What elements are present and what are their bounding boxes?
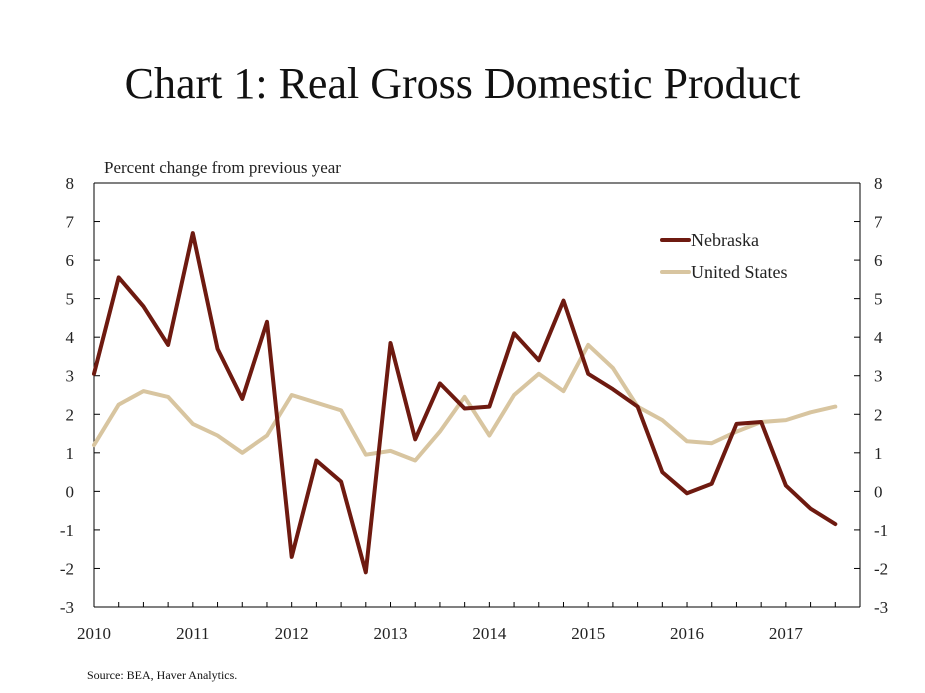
y-tick-label-left: -3 [60, 598, 74, 617]
source-note: Source: BEA, Haver Analytics. [87, 668, 238, 682]
x-tick-label: 2014 [472, 624, 507, 643]
y-tick-label-left: 6 [66, 251, 75, 270]
y-tick-label-left: 4 [66, 328, 75, 347]
y-tick-label-right: 4 [874, 328, 883, 347]
y-tick-label-left: 3 [66, 367, 75, 386]
x-tick-label: 2015 [571, 624, 605, 643]
y-tick-label-left: 1 [66, 444, 75, 463]
y-tick-label-left: 5 [66, 290, 75, 309]
chart-title: Chart 1: Real Gross Domestic Product [124, 59, 801, 108]
y-tick-label-right: 3 [874, 367, 883, 386]
series-line-united-states [92, 342, 838, 463]
legend-label: United States [691, 262, 788, 282]
x-tick-label: 2016 [670, 624, 704, 643]
x-tick-label: 2011 [176, 624, 209, 643]
y-tick-label-left: -2 [60, 559, 74, 578]
series-line-nebraska [92, 231, 838, 575]
y-tick-label-right: 1 [874, 444, 883, 463]
x-tick-label: 2012 [275, 624, 309, 643]
y-tick-label-right: -1 [874, 521, 888, 540]
y-tick-label-left: -1 [60, 521, 74, 540]
y-tick-label-right: 2 [874, 405, 883, 424]
y-tick-label-right: 5 [874, 290, 883, 309]
y-tick-label-right: 6 [874, 251, 883, 270]
y-tick-label-right: 7 [874, 213, 883, 232]
legend: Nebraska United States [660, 230, 788, 282]
y-tick-label-left: 0 [66, 482, 75, 501]
legend-label: Nebraska [691, 230, 759, 250]
y-tick-label-left: 7 [66, 213, 75, 232]
series-lines [92, 231, 838, 575]
y-tick-label-right: 0 [874, 482, 883, 501]
x-tick-label: 2017 [769, 624, 804, 643]
x-tick-label: 2013 [374, 624, 408, 643]
y-tick-label-right: -3 [874, 598, 888, 617]
x-tick-label: 2010 [77, 624, 111, 643]
y-tick-label-right: -2 [874, 559, 888, 578]
y-axis-label: Percent change from previous year [104, 158, 341, 177]
y-tick-label-left: 2 [66, 405, 75, 424]
y-tick-label-left: 8 [66, 174, 75, 193]
y-tick-label-right: 8 [874, 174, 883, 193]
